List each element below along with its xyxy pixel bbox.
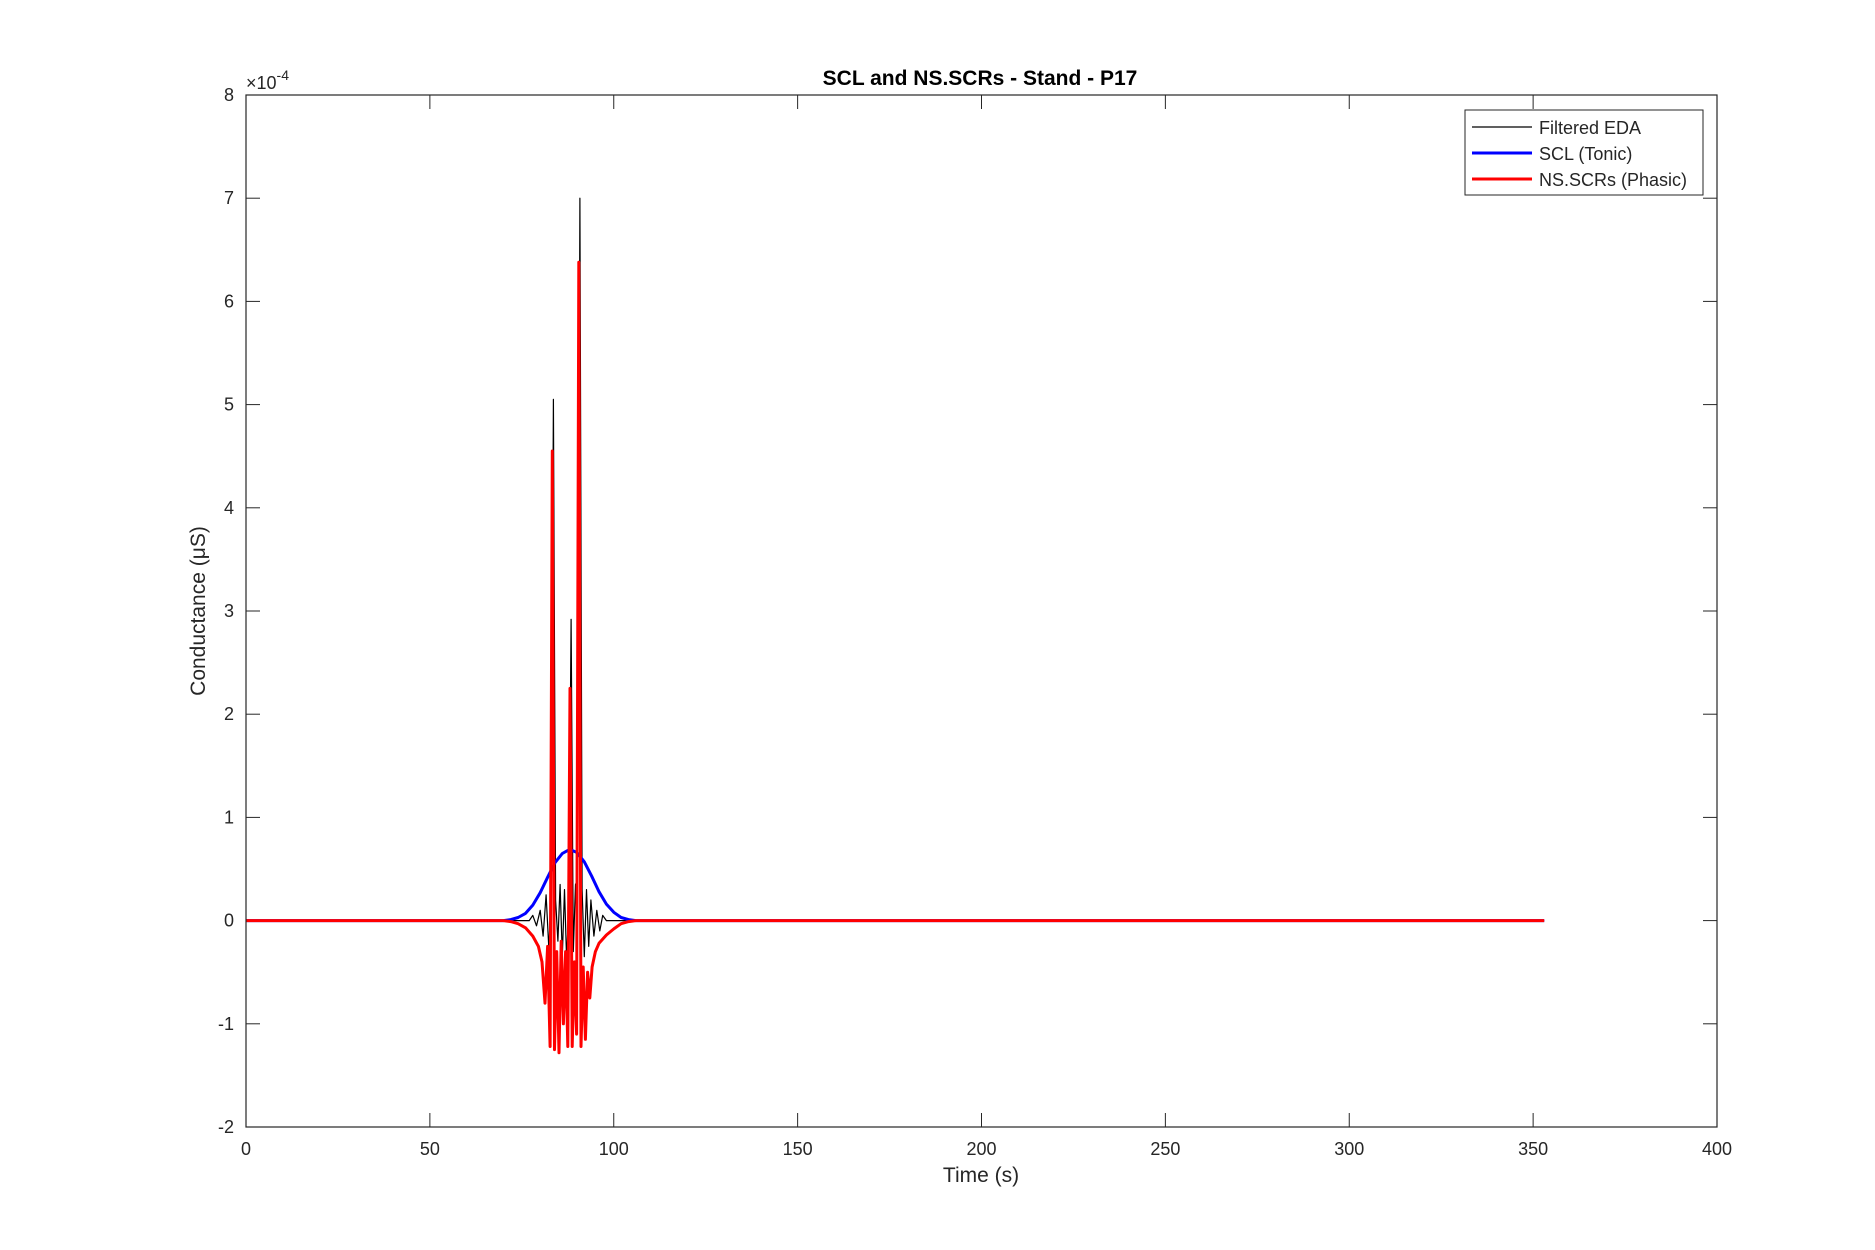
plot-area <box>246 95 1717 1127</box>
y-exponent-base: ×10 <box>246 73 277 93</box>
legend: Filtered EDA SCL (Tonic) NS.SCRs (Phasic… <box>1464 109 1704 196</box>
x-tick-label: 400 <box>1702 1139 1732 1159</box>
legend-label-ns-scrs-phasic: NS.SCRs (Phasic) <box>1539 170 1687 190</box>
x-axis-label: Time (s) <box>943 1164 1019 1187</box>
legend-label-filtered-eda: Filtered EDA <box>1539 118 1641 138</box>
series-line-scl-tonic <box>246 847 1545 923</box>
y-tick-label: 2 <box>224 704 234 724</box>
x-tick-label: 100 <box>599 1139 629 1159</box>
series-line-ns-scrs-phasic <box>246 260 1545 1055</box>
legend-label-scl-tonic: SCL (Tonic) <box>1539 144 1632 164</box>
y-tick-labels: -2 -1 0 1 2 3 4 5 6 7 8 <box>218 85 234 1137</box>
x-tick-label: 50 <box>420 1139 440 1159</box>
x-tick-labels: 0 50 100 150 200 250 300 350 400 <box>241 1139 1732 1159</box>
x-tick-label: 200 <box>966 1139 996 1159</box>
y-exponent-power: -4 <box>277 67 290 83</box>
y-tick-label: -1 <box>218 1014 234 1034</box>
x-tick-label: 250 <box>1150 1139 1180 1159</box>
y-tick-label: 0 <box>224 911 234 931</box>
y-tick-label: -2 <box>218 1117 234 1137</box>
axes-box <box>245 94 1718 1128</box>
y-exponent-label: ×10-4 <box>246 67 289 93</box>
y-tick-label: 5 <box>224 395 234 415</box>
x-tick-label: 350 <box>1518 1139 1548 1159</box>
y-tick-label: 1 <box>224 807 234 827</box>
chart-title: SCL and NS.SCRs - Stand - P17 <box>823 67 1138 90</box>
y-axis-label: Conductance (μS) <box>187 526 210 696</box>
x-tick-label: 150 <box>783 1139 813 1159</box>
y-tick-label: 8 <box>224 85 234 105</box>
y-tick-label: 3 <box>224 601 234 621</box>
y-tick-label: 6 <box>224 291 234 311</box>
x-tick-label: 0 <box>241 1139 251 1159</box>
y-tick-label: 7 <box>224 188 234 208</box>
plot-lines <box>246 197 1545 1055</box>
y-tick-label: 4 <box>224 498 234 518</box>
x-tick-label: 300 <box>1334 1139 1364 1159</box>
